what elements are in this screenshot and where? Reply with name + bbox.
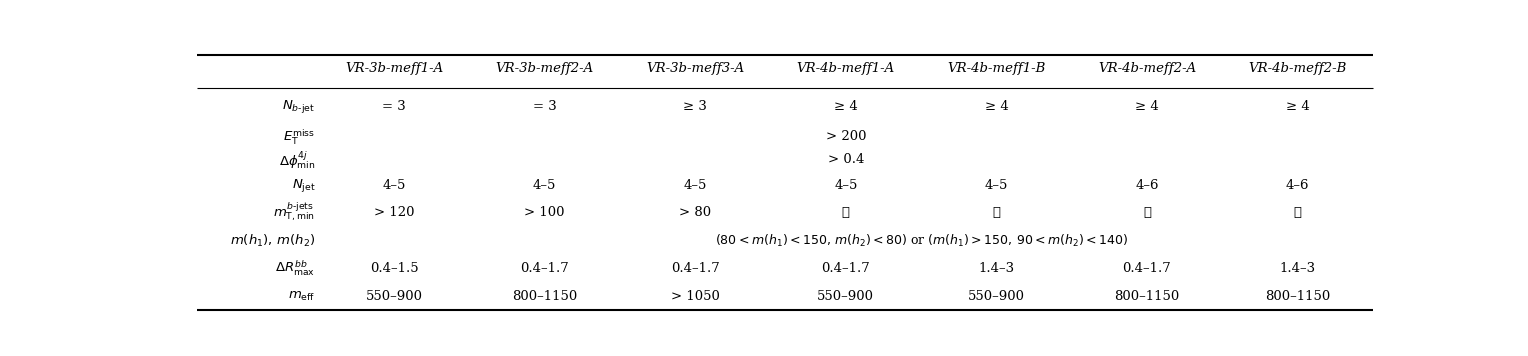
Text: VR-3b-meff2-A: VR-3b-meff2-A xyxy=(495,62,594,75)
Text: 4–6: 4–6 xyxy=(1135,179,1158,192)
Text: $\Delta\phi_{\mathrm{min}}^{4j}$: $\Delta\phi_{\mathrm{min}}^{4j}$ xyxy=(278,149,315,171)
Text: ≥ 4: ≥ 4 xyxy=(834,100,857,113)
Text: 4–6: 4–6 xyxy=(1285,179,1309,192)
Text: VR-3b-meff3-A: VR-3b-meff3-A xyxy=(646,62,744,75)
Text: ≥ 4: ≥ 4 xyxy=(984,100,1008,113)
Text: > 200: > 200 xyxy=(825,130,866,143)
Text: ≥ 4: ≥ 4 xyxy=(1285,100,1309,113)
Text: 4–5: 4–5 xyxy=(382,179,406,192)
Text: $m(h_1),\, m(h_2)$: $m(h_1),\, m(h_2)$ xyxy=(229,232,315,248)
Text: $E_{\mathrm{T}}^{\mathrm{miss}}$: $E_{\mathrm{T}}^{\mathrm{miss}}$ xyxy=(283,127,315,147)
Text: 4–5: 4–5 xyxy=(533,179,556,192)
Text: = 3: = 3 xyxy=(533,100,556,113)
Text: VR-4b-meff2-B: VR-4b-meff2-B xyxy=(1248,62,1346,75)
Text: 4–5: 4–5 xyxy=(984,179,1008,192)
Text: $N_{\mathrm{jet}}$: $N_{\mathrm{jet}}$ xyxy=(292,177,315,194)
Text: 1.4–3: 1.4–3 xyxy=(1279,262,1316,275)
Text: 1.4–3: 1.4–3 xyxy=(978,262,1015,275)
Text: VR-4b-meff1-A: VR-4b-meff1-A xyxy=(796,62,895,75)
Text: 0.4–1.7: 0.4–1.7 xyxy=(1123,262,1172,275)
Text: ≥ 3: ≥ 3 xyxy=(683,100,707,113)
Text: ⋯: ⋯ xyxy=(992,206,1001,219)
Text: ⋯: ⋯ xyxy=(1294,206,1302,219)
Text: 550–900: 550–900 xyxy=(365,290,423,303)
Text: $m_{\mathrm{eff}}$: $m_{\mathrm{eff}}$ xyxy=(287,289,315,303)
Text: VR-4b-meff2-A: VR-4b-meff2-A xyxy=(1097,62,1196,75)
Text: 0.4–1.7: 0.4–1.7 xyxy=(822,262,871,275)
Text: VR-3b-meff1-A: VR-3b-meff1-A xyxy=(345,62,443,75)
Text: $N_{b\text{-jet}}$: $N_{b\text{-jet}}$ xyxy=(283,98,315,115)
Text: > 120: > 120 xyxy=(374,206,414,219)
Text: > 0.4: > 0.4 xyxy=(828,153,863,166)
Text: VR-4b-meff1-B: VR-4b-meff1-B xyxy=(947,62,1045,75)
Text: ⋯: ⋯ xyxy=(1143,206,1151,219)
Text: ≥ 4: ≥ 4 xyxy=(1135,100,1158,113)
Text: ⋯: ⋯ xyxy=(842,206,850,219)
Text: 800–1150: 800–1150 xyxy=(1114,290,1180,303)
Text: $\Delta R_{\mathrm{max}}^{bb}$: $\Delta R_{\mathrm{max}}^{bb}$ xyxy=(275,259,315,278)
Text: 800–1150: 800–1150 xyxy=(512,290,578,303)
Text: 4–5: 4–5 xyxy=(834,179,857,192)
Text: = 3: = 3 xyxy=(382,100,406,113)
Text: 0.4–1.7: 0.4–1.7 xyxy=(521,262,568,275)
Text: 550–900: 550–900 xyxy=(967,290,1025,303)
Text: 0.4–1.7: 0.4–1.7 xyxy=(671,262,720,275)
Text: > 100: > 100 xyxy=(524,206,565,219)
Text: $(80 < m(h_1) < 150,\, m(h_2) < 80)$ or $(m(h_1) > 150,\, 90 < m(h_2) < 140)$: $(80 < m(h_1) < 150,\, m(h_2) < 80)$ or … xyxy=(715,232,1128,248)
Text: 550–900: 550–900 xyxy=(817,290,874,303)
Text: 800–1150: 800–1150 xyxy=(1265,290,1331,303)
Text: 0.4–1.5: 0.4–1.5 xyxy=(370,262,419,275)
Text: > 80: > 80 xyxy=(680,206,712,219)
Text: $m_{\mathrm{T,min}}^{b\text{-jets}}$: $m_{\mathrm{T,min}}^{b\text{-jets}}$ xyxy=(274,201,315,224)
Text: > 1050: > 1050 xyxy=(671,290,720,303)
Text: 4–5: 4–5 xyxy=(683,179,707,192)
